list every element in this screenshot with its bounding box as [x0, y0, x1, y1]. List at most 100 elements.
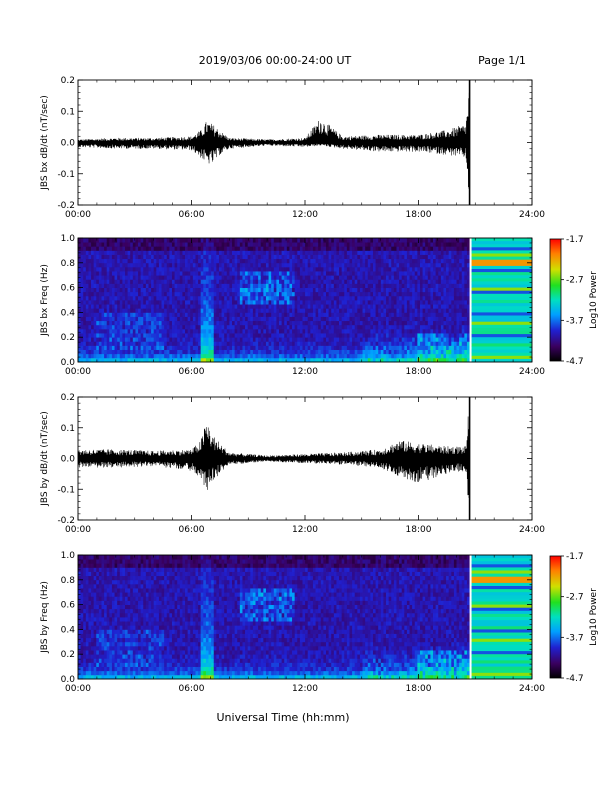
spectrogram-cell — [393, 266, 397, 272]
spectrogram-cell — [349, 238, 353, 243]
spectrogram-cell — [234, 287, 238, 293]
spectrogram-cell — [213, 345, 217, 350]
spectrogram-cell — [226, 258, 230, 264]
spectrogram-cell — [399, 320, 403, 326]
spectrogram-cell — [98, 266, 102, 272]
spectrogram-cell — [177, 320, 181, 326]
spectrogram-cell — [433, 353, 437, 359]
spectrogram-cell — [213, 324, 217, 330]
spectrogram-cell — [229, 291, 233, 297]
spectrogram-cell — [438, 254, 442, 260]
spectrogram-cell — [229, 287, 233, 293]
spectrogram-cell — [299, 279, 303, 284]
spectrogram-cell — [305, 316, 309, 322]
spectrogram-cell — [448, 295, 452, 301]
spectrogram-cell — [213, 283, 217, 288]
spectrogram-cell — [179, 304, 183, 309]
spectrogram-cell — [305, 349, 309, 355]
spectrogram-cell — [302, 308, 306, 313]
spectrum-band — [471, 327, 532, 332]
spectrogram-cell — [315, 357, 319, 363]
spectrogram-cell — [156, 328, 160, 334]
spectrogram-cell — [182, 238, 186, 243]
spectrogram-cell — [344, 353, 348, 359]
spectrogram-cell — [375, 279, 379, 284]
spectrogram-cell — [297, 279, 301, 284]
spectrogram-cell — [98, 246, 102, 251]
spectrogram-cell — [320, 308, 324, 313]
spectrogram-cell — [446, 246, 450, 251]
spectrogram-cell — [101, 238, 105, 243]
spectrogram-cell — [156, 333, 160, 338]
spectrogram-cell — [171, 304, 175, 309]
spectrogram-cell — [312, 295, 316, 301]
spectrogram-cell — [279, 341, 283, 346]
spectrogram-cell — [386, 258, 390, 264]
spectrogram-cell — [265, 312, 269, 317]
spectrogram-cell — [83, 304, 87, 309]
spectrogram-cell — [218, 238, 222, 243]
spectrogram-cell — [466, 300, 470, 305]
spectrogram-cell — [190, 262, 194, 268]
spectrogram-cell — [93, 242, 97, 247]
spectrogram-cell — [273, 271, 277, 276]
spectrogram-cell — [378, 341, 382, 346]
spectrogram-cell — [357, 242, 361, 247]
spectrogram-cell — [396, 312, 400, 317]
spectrogram-cell — [245, 275, 249, 280]
spectrogram-cell — [130, 262, 134, 268]
spectrogram-cell — [145, 349, 149, 355]
spectrogram-cell — [281, 250, 285, 255]
spectrogram-cell — [85, 588, 89, 593]
spectrogram-cell — [391, 312, 395, 317]
spectrogram-cell — [255, 300, 259, 305]
spectrogram-cell — [106, 266, 110, 272]
spectrogram-cell — [109, 324, 113, 330]
spectrogram-cell — [224, 266, 228, 272]
spectrogram-cell — [417, 291, 421, 297]
spectrogram-cell — [138, 320, 142, 326]
spectrogram-cell — [448, 238, 452, 243]
spectrogram-cell — [265, 300, 269, 305]
spectrogram-cell — [289, 291, 293, 297]
spectrogram-cell — [226, 275, 230, 280]
spectrum-band — [471, 262, 532, 267]
spectrogram-cell — [224, 316, 228, 322]
spectrogram-cell — [430, 304, 434, 309]
spectrogram-cell — [430, 246, 434, 251]
spectrogram-cell — [198, 283, 202, 288]
spectrogram-cell — [166, 353, 170, 359]
spectrogram-cell — [409, 349, 413, 355]
spectrogram-cell — [185, 345, 189, 350]
spectrogram-cell — [263, 316, 267, 322]
spectrogram-cell — [451, 266, 455, 272]
spectrogram-cell — [148, 266, 152, 272]
spectrogram-cell — [122, 287, 126, 293]
spectrogram-cell — [404, 279, 408, 284]
spectrogram-cell — [391, 320, 395, 326]
spectrogram-cell — [427, 316, 431, 322]
spectrogram-cell — [98, 254, 102, 260]
spectrogram-cell — [284, 287, 288, 293]
spectrogram-cell — [396, 262, 400, 268]
spectrogram-cell — [271, 304, 275, 309]
spectrogram-cell — [114, 316, 118, 322]
spectrogram-cell — [205, 250, 209, 255]
spectrogram-cell — [208, 271, 212, 276]
spectrogram-cell — [354, 271, 358, 276]
spectrogram-cell — [279, 357, 283, 363]
spectrogram-cell — [339, 345, 343, 350]
spectrogram-cell — [409, 254, 413, 260]
spectrogram-cell — [151, 328, 155, 334]
spectrogram-cell — [276, 275, 280, 280]
spectrogram-cell — [297, 275, 301, 280]
spectrogram-cell — [93, 328, 97, 334]
spectrogram-cell — [456, 333, 460, 338]
spectrogram-cell — [391, 357, 395, 363]
spectrogram-cell — [323, 279, 327, 284]
spectrogram-cell — [80, 283, 84, 288]
spectrogram-cell — [419, 324, 423, 330]
spectrogram-cell — [192, 304, 196, 309]
spectrogram-cell — [453, 312, 457, 317]
spectrogram-cell — [456, 353, 460, 359]
